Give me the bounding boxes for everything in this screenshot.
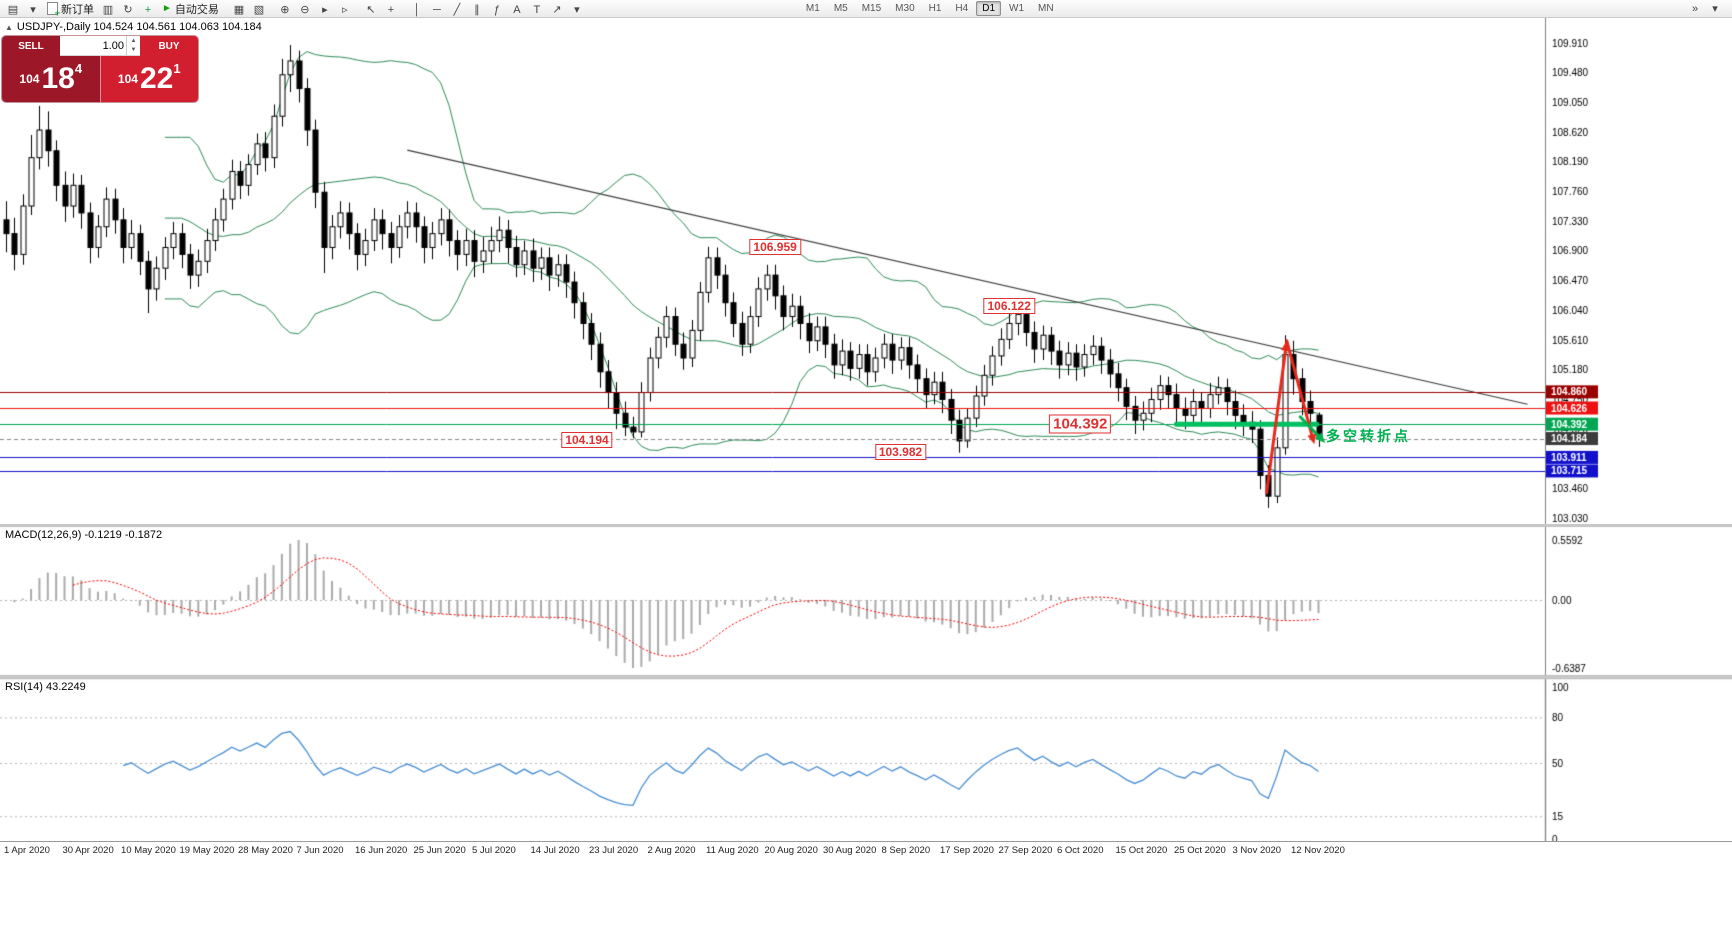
price-annotation-106.959[interactable]: 106.959 xyxy=(749,238,801,255)
macd-canvas[interactable] xyxy=(0,526,1732,676)
buy-price[interactable]: 104 22 1 xyxy=(99,56,198,102)
new-chart-dropdown-icon[interactable]: ▾ xyxy=(30,3,36,16)
toolbar: ▤ ▾ 新订单 ▥ ↻ + ► 自动交易 ▦ ▧ ⊕ ⊖ ▸ ▹ ↖ + │ ─ ╱ ∥ ƒAT ↗ ▾ M1 M5… xyxy=(0,0,1732,18)
timeframe-button-D1[interactable]: D1 xyxy=(976,1,1002,16)
buy-price-big: 22 xyxy=(139,62,174,95)
timeframe-button-M15[interactable]: M15 xyxy=(861,3,882,14)
buy-price-sup: 1 xyxy=(173,61,181,76)
label-icon[interactable]: T xyxy=(533,3,541,16)
zoom-out-icon[interactable]: ⊖ xyxy=(300,3,310,16)
date-label: 30 Apr 2020 xyxy=(62,845,114,856)
fibonacci-icon[interactable]: ƒ xyxy=(493,3,500,16)
price-annotation-104.194[interactable]: 104.194 xyxy=(561,432,613,449)
date-label: 6 Oct 2020 xyxy=(1057,845,1104,856)
date-label: 27 Sep 2020 xyxy=(998,845,1053,856)
buy-price-base: 104 xyxy=(117,72,138,86)
refresh-chart-icon[interactable]: ↻ xyxy=(123,3,133,16)
autotrade-label: 自动交易 xyxy=(174,3,219,16)
price-annotation-106.122[interactable]: 106.122 xyxy=(983,298,1035,315)
trend-note-label[interactable]: 多空转折点 xyxy=(1326,428,1411,444)
rsi-canvas[interactable] xyxy=(0,678,1732,841)
cascade-windows-icon[interactable]: ▧ xyxy=(253,3,265,16)
timeframe-button-W1[interactable]: W1 xyxy=(1009,3,1025,14)
tile-windows-icon[interactable]: ▦ xyxy=(233,3,245,16)
auto-scroll-icon[interactable]: ▸ xyxy=(322,3,328,16)
channel-icon[interactable]: ∥ xyxy=(474,3,480,16)
price-annotation-104.392[interactable]: 104.392 xyxy=(1049,414,1112,434)
macd-label: MACD(12,26,9) -0.1219 -0.1872 xyxy=(5,529,163,541)
volume-input[interactable] xyxy=(60,36,126,55)
new-order-icon xyxy=(47,2,60,18)
sell-price-base: 104 xyxy=(19,72,40,86)
date-label: 16 Jun 2020 xyxy=(355,845,408,856)
new-order-label: 新订单 xyxy=(61,3,94,16)
date-label: 10 May 2020 xyxy=(121,845,176,856)
zoom-in-icon[interactable]: ⊕ xyxy=(280,3,290,16)
volume-spinner-down-icon[interactable]: ▼ xyxy=(130,47,137,54)
symbol-ohlc-label: ▲ USDJPY-,Daily 104.524 104.561 104.063 1… xyxy=(5,21,262,33)
candlestick-chart-icon[interactable]: ▥ xyxy=(102,3,114,16)
timeframe-button-M1[interactable]: M1 xyxy=(805,3,820,14)
date-label: 25 Jun 2020 xyxy=(413,845,466,856)
rsi-label: RSI(14) 43.2249 xyxy=(5,681,86,693)
arrows-icon[interactable]: ↗ xyxy=(552,3,562,16)
toolbar-customize-icon[interactable]: ▾ xyxy=(1712,3,1718,15)
date-label: 23 Jul 2020 xyxy=(589,845,639,856)
date-label: 3 Nov 2020 xyxy=(1232,845,1282,856)
play-icon: ► xyxy=(162,3,172,14)
vertical-line-icon[interactable]: │ xyxy=(413,3,421,16)
sell-price-sup: 4 xyxy=(74,61,83,76)
pane-sizer-macd[interactable] xyxy=(0,524,1732,526)
volume-spinner-up-icon[interactable]: ▲ xyxy=(130,37,137,44)
date-label: 2 Aug 2020 xyxy=(647,845,696,856)
horizontal-line-icon[interactable]: ─ xyxy=(433,3,441,16)
price-axis[interactable] xyxy=(1545,18,1615,841)
trendline-icon[interactable]: ╱ xyxy=(453,3,461,16)
arrows-dropdown-icon[interactable]: ▾ xyxy=(574,3,580,16)
pane-sizer-rsi[interactable] xyxy=(0,676,1732,678)
date-label: 17 Sep 2020 xyxy=(940,845,994,856)
date-label: 5 Jul 2020 xyxy=(472,845,516,856)
date-label: 11 Aug 2020 xyxy=(706,845,759,856)
text-icon[interactable]: A xyxy=(513,3,521,16)
timeframe-button-H1[interactable]: H1 xyxy=(928,3,942,14)
date-label: 30 Aug 2020 xyxy=(823,845,877,856)
date-label: 1 Apr 2020 xyxy=(4,845,50,856)
buy-button[interactable]: BUY xyxy=(140,36,198,56)
date-label: 25 Oct 2020 xyxy=(1174,845,1226,856)
timeframe-button-MN[interactable]: MN xyxy=(1038,3,1054,14)
sell-price[interactable]: 104 18 4 xyxy=(2,56,100,102)
date-axis[interactable]: 1 Apr 2020 30 Apr 2020 10 May 2020 19 May 2… xyxy=(0,841,1732,860)
new-chart-icon[interactable]: ▤ xyxy=(7,3,19,16)
price-annotation-103.982[interactable]: 103.982 xyxy=(874,443,927,460)
timeframe-button-H4[interactable]: H4 xyxy=(955,3,969,14)
crosshair-icon[interactable]: + xyxy=(387,3,395,16)
add-indicator-icon[interactable]: + xyxy=(144,3,152,16)
sell-price-big: 18 xyxy=(41,62,75,95)
toolbar-overflow-icon[interactable]: » xyxy=(1691,2,1699,15)
date-label: 14 Jul 2020 xyxy=(530,845,580,856)
date-label: 12 Nov 2020 xyxy=(1291,845,1345,856)
new-order-button[interactable]: 新订单 xyxy=(43,1,98,18)
date-label: 7 Jun 2020 xyxy=(296,845,344,856)
autotrade-button[interactable]: ► 自动交易 xyxy=(158,1,223,17)
chart-shift-icon[interactable]: ▹ xyxy=(342,3,348,16)
cursor-icon[interactable]: ↖ xyxy=(366,3,376,16)
date-label: 8 Sep 2020 xyxy=(881,845,931,856)
one-click-panel: SELL ▲ ▼ BUY 104 18 4 104 22 1 xyxy=(2,36,198,102)
date-label: 28 May 2020 xyxy=(238,845,293,856)
timeframe-group: M1 M5 M15 M30 H1 H4 D1 W1 MN xyxy=(799,1,1061,16)
price-chart-canvas[interactable] xyxy=(0,18,1732,524)
timeframe-button-M5[interactable]: M5 xyxy=(833,3,848,14)
date-label: 15 Oct 2020 xyxy=(1115,845,1168,856)
volume-box: ▲ ▼ xyxy=(60,36,140,56)
date-label: 20 Aug 2020 xyxy=(764,845,818,856)
sell-button[interactable]: SELL xyxy=(2,36,60,56)
one-click-collapse-icon[interactable]: ▲ xyxy=(5,23,13,32)
date-label: 19 May 2020 xyxy=(179,845,235,856)
timeframe-button-M30[interactable]: M30 xyxy=(895,3,915,14)
